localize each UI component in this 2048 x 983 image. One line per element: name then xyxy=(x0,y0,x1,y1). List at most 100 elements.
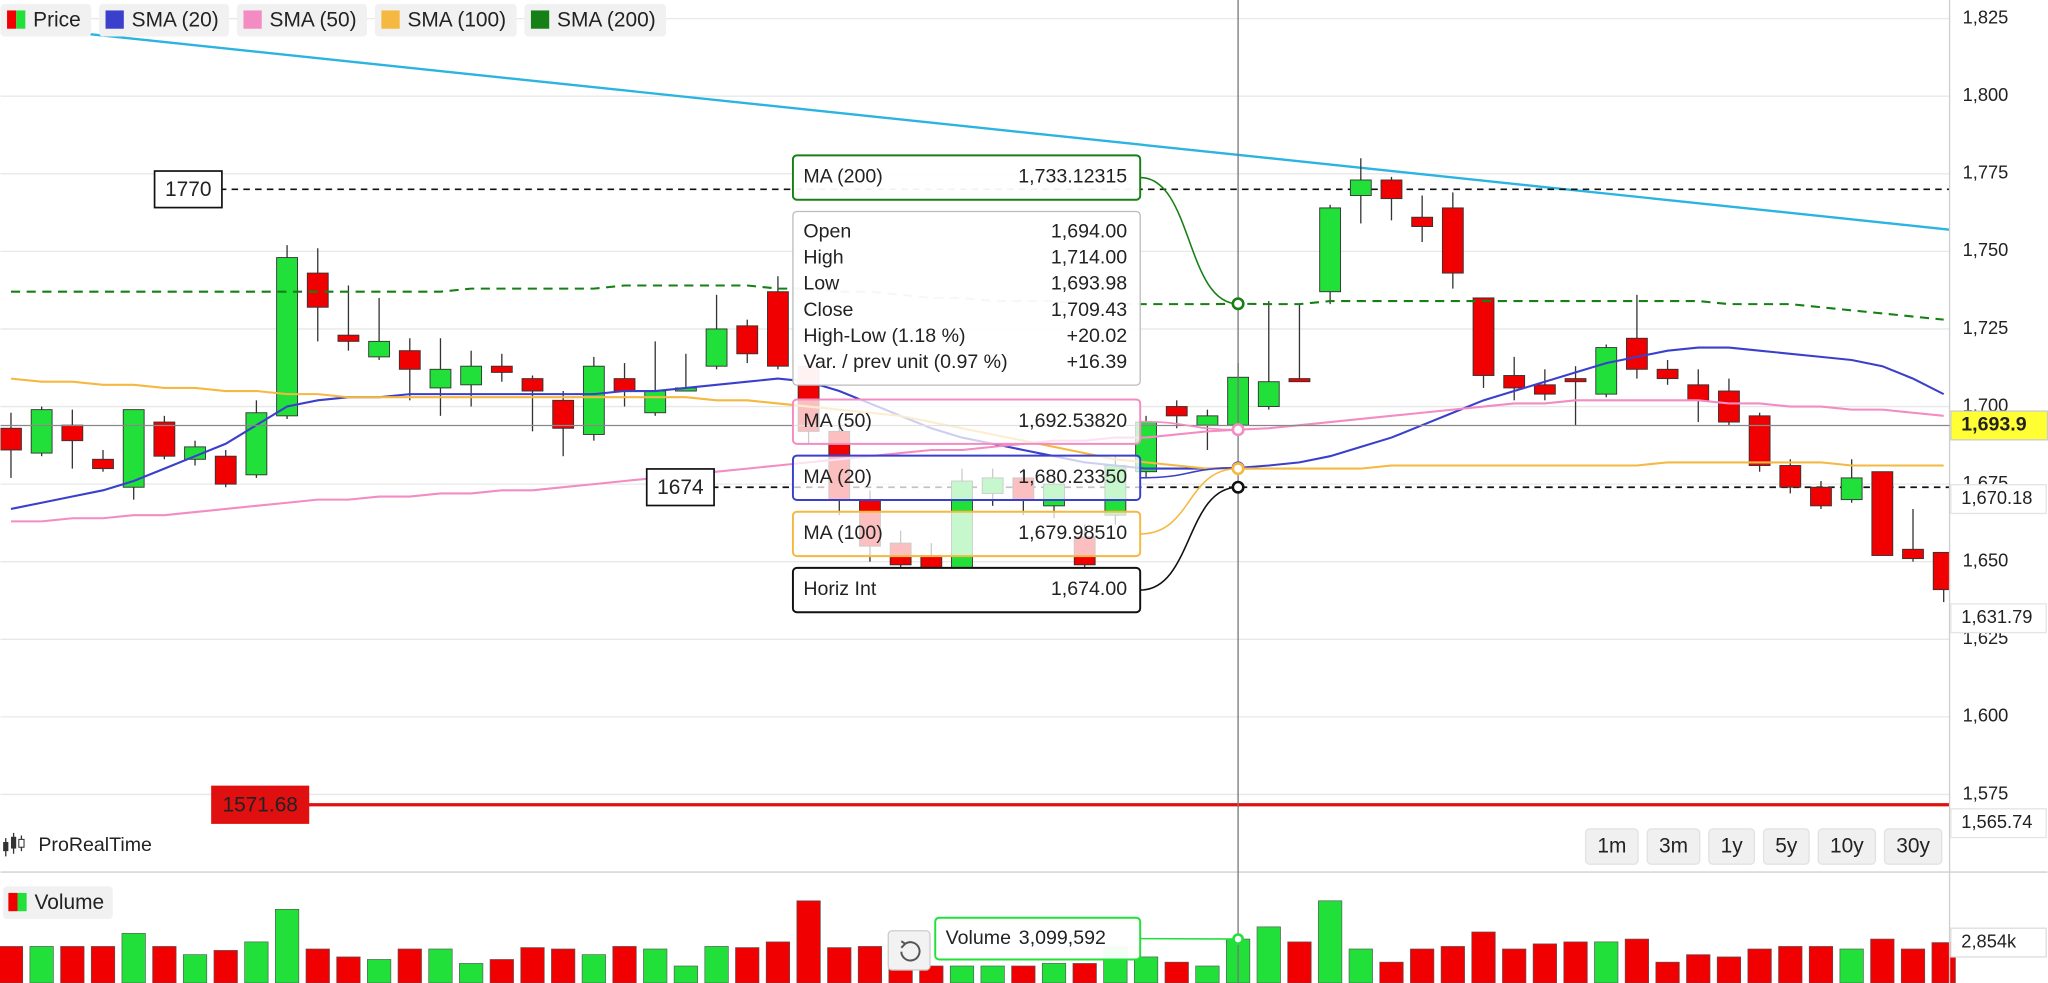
volume-bar xyxy=(1624,938,1649,983)
timeframe-button[interactable] xyxy=(1817,828,1877,865)
volume-tooltip-value: 3,099,592 xyxy=(1019,927,1106,949)
volume-reset-button[interactable] xyxy=(887,930,931,971)
volume-bar xyxy=(1747,948,1772,983)
legend-item[interactable] xyxy=(236,3,368,37)
volume-bar xyxy=(704,946,729,983)
candle-body xyxy=(552,399,575,429)
legend-label: SMA (50) xyxy=(270,8,357,31)
tooltip-value: +16.39 xyxy=(1067,351,1127,373)
candle-body xyxy=(460,365,483,386)
legend-swatch xyxy=(105,10,124,29)
candle-body xyxy=(1288,378,1311,383)
ma-box xyxy=(791,510,1142,558)
ma-marker xyxy=(1231,297,1245,311)
candle-body xyxy=(153,421,176,457)
timeframe-button[interactable] xyxy=(1646,828,1701,865)
volume-bar xyxy=(1379,961,1404,983)
timeframe-label[interactable]: 1m xyxy=(1597,835,1626,858)
volume-tooltip-name: Volume xyxy=(946,927,1011,949)
reset-icon xyxy=(900,940,921,962)
volume-bar xyxy=(60,946,85,983)
candle-body xyxy=(1779,465,1802,488)
volume-bar xyxy=(796,900,821,983)
volume-bar xyxy=(1655,961,1680,983)
volume-bar xyxy=(857,946,883,983)
volume-tooltip-box xyxy=(934,916,1142,961)
volume-bar xyxy=(428,948,453,983)
volume-bar xyxy=(1195,965,1220,983)
candle-body xyxy=(306,272,329,308)
legend-swatch xyxy=(530,10,550,29)
volume-bar xyxy=(1839,948,1864,983)
level-box xyxy=(645,468,715,507)
tooltip-field: High xyxy=(803,247,843,269)
candle-body xyxy=(1257,381,1280,407)
volume-bar xyxy=(1440,946,1465,983)
tooltip-field: Close xyxy=(803,299,853,321)
volume-bar xyxy=(397,948,422,983)
candle-body xyxy=(61,424,84,442)
timeframe-button[interactable] xyxy=(1584,828,1639,865)
axis-value-box xyxy=(1950,484,2047,515)
candle-body xyxy=(1595,347,1618,395)
candle-body xyxy=(1472,297,1495,376)
candle-body xyxy=(1349,179,1372,196)
axis-value-label: 1,631.79 xyxy=(1961,606,2032,627)
volume-bar xyxy=(735,947,760,983)
volume-bar xyxy=(1563,941,1588,983)
tooltip-connector xyxy=(1140,467,1239,535)
timeframe-label[interactable]: 10y xyxy=(1830,835,1864,858)
candle-body xyxy=(122,409,145,488)
volume-bar xyxy=(367,959,392,983)
legend-swatch xyxy=(17,892,27,912)
timeframe-label[interactable]: 3m xyxy=(1659,835,1688,858)
axis-value-label: 1,565.74 xyxy=(1961,811,2032,832)
timeframe-button[interactable] xyxy=(1883,828,1943,865)
volume-bar xyxy=(520,947,545,983)
tooltip-value: 1,709.43 xyxy=(1051,299,1127,321)
ma-name: MA (50) xyxy=(803,410,872,432)
ma-value: 1,679.98510 xyxy=(1018,522,1127,544)
timeframe-button[interactable] xyxy=(1762,828,1810,865)
volume-bar xyxy=(90,946,116,983)
volume-bar xyxy=(1532,943,1557,983)
timeframe-label[interactable]: 30y xyxy=(1896,835,1930,858)
candle-body xyxy=(1748,415,1771,466)
ma-marker xyxy=(1231,462,1245,476)
ma-box xyxy=(791,398,1142,445)
legend-item[interactable] xyxy=(3,886,113,920)
ma-box xyxy=(791,154,1142,201)
legend-item[interactable] xyxy=(99,3,230,37)
volume-bar xyxy=(29,946,54,983)
candle-body xyxy=(1810,486,1832,507)
candle-body xyxy=(613,378,636,392)
horiz-marker xyxy=(1231,480,1245,494)
tooltip-box xyxy=(792,210,1141,386)
legend-item[interactable] xyxy=(524,3,667,37)
timeframe-button[interactable] xyxy=(1708,828,1756,865)
legend-item[interactable] xyxy=(374,3,517,37)
volume-bar xyxy=(182,954,208,983)
ma-name: MA (20) xyxy=(803,466,872,488)
tooltip-value: 1,714.00 xyxy=(1051,247,1127,269)
timeframe-label[interactable]: 5y xyxy=(1775,835,1798,858)
ma-value: 1,733.12315 xyxy=(1018,166,1127,188)
legend-swatch xyxy=(243,10,262,29)
trend-line xyxy=(0,23,1950,231)
candle-body xyxy=(1533,384,1556,395)
crosshair-price-box xyxy=(1950,410,2048,441)
timeframe-label[interactable]: 1y xyxy=(1721,835,1744,858)
volume-bar xyxy=(1041,963,1067,983)
y-tick-label: 1,575 xyxy=(1963,782,2009,803)
y-tick-label: 1,750 xyxy=(1963,239,2009,260)
volume-bar xyxy=(1256,926,1281,983)
volume-bar xyxy=(1318,900,1343,983)
candle-body xyxy=(1380,179,1403,200)
candle-body xyxy=(582,365,605,435)
tooltip-value: 1,693.98 xyxy=(1051,273,1127,295)
volume-bar xyxy=(0,946,24,983)
y-tick-label: 1,800 xyxy=(1963,84,2009,105)
tooltip-value: +20.02 xyxy=(1067,325,1127,347)
volume-bar xyxy=(949,965,975,983)
